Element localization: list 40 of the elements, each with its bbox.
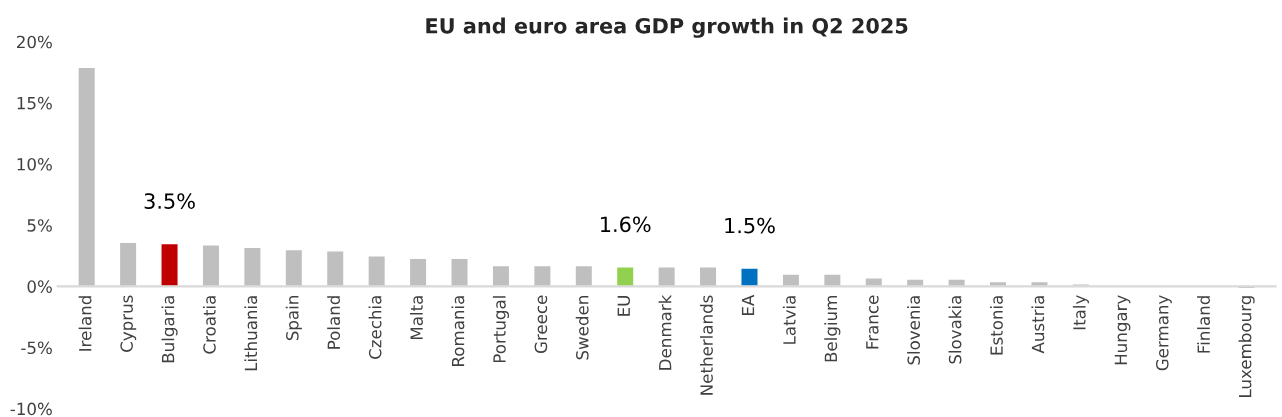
y-tick-label: 10% (17, 157, 52, 171)
x-tick-label: Belgium (824, 296, 841, 362)
y-tick-label: 15% (17, 96, 52, 110)
x-tick-label: Czechia (368, 296, 382, 359)
x-tick-label: Austria (1031, 296, 1045, 354)
x-tick-label: Italy (1072, 295, 1089, 330)
x-tick-label: Luxembourg (1238, 296, 1255, 397)
data-label: 1.6% (601, 216, 651, 233)
y-tick-label: 5% (27, 219, 52, 232)
x-tick-label: Latvia (782, 296, 796, 344)
x-tick-label: Sweden (575, 296, 589, 360)
y-tick-label: -5% (21, 341, 52, 355)
x-tick-label: Netherlands (700, 295, 713, 395)
x-tick-label: Greece (534, 295, 548, 354)
x-tick-label: Bulgaria (161, 296, 178, 363)
x-tick-label: Slovakia (948, 296, 962, 364)
x-tick-label: Romania (451, 296, 465, 366)
data-label: 3.5% (144, 193, 195, 209)
data-label: 1.5% (725, 217, 775, 234)
x-tick-label: Ireland (78, 296, 92, 351)
chart-title: EU and euro area GDP growth in Q2 2025 (426, 17, 908, 38)
x-tick-label: Malta (410, 296, 423, 340)
x-tick-label: EU (617, 296, 631, 316)
x-tick-label: Hungary (1114, 295, 1131, 365)
x-tick-label: EA (741, 294, 755, 315)
y-tick-label: -10% (10, 402, 52, 416)
y-tick-label: 0% (27, 280, 52, 293)
x-tick-label: Lithuania (244, 296, 258, 371)
x-tick-label: France (866, 295, 879, 349)
x-tick-label: Estonia (989, 296, 1003, 355)
x-tick-label: Denmark (658, 294, 672, 370)
x-tick-label: Spain (285, 296, 302, 341)
x-tick-label: Cyprus (120, 295, 137, 352)
x-tick-label: Portugal (492, 296, 509, 363)
x-tick-label: Croatia (202, 296, 216, 354)
x-tick-label: Poland (327, 296, 341, 349)
x-tick-label: Germany (1155, 295, 1172, 371)
y-tick-label: 20% (17, 35, 52, 49)
x-tick-label: Finland (1197, 296, 1210, 353)
x-tick-label: Slovenia (907, 296, 921, 365)
